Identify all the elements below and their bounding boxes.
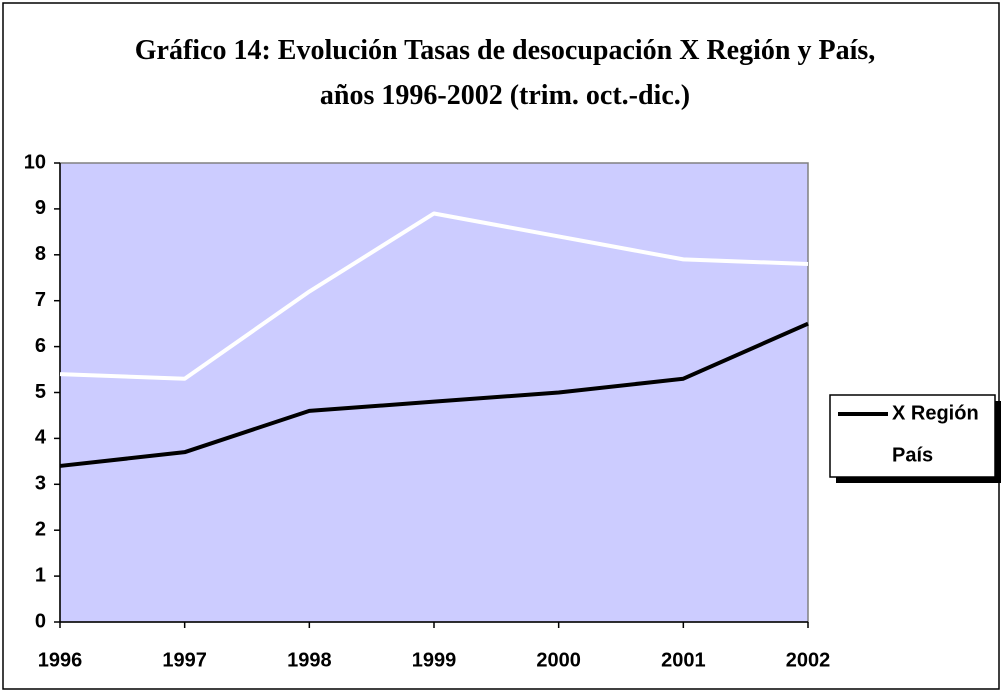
y-tick-label: 3 bbox=[35, 473, 46, 495]
series-line bbox=[59, 211, 809, 381]
y-tick-label: 6 bbox=[35, 335, 46, 357]
y-tick-label: 5 bbox=[35, 381, 46, 403]
x-tick-label: 1998 bbox=[287, 649, 332, 671]
x-tick-label: 2000 bbox=[536, 649, 581, 671]
y-tick-label: 1 bbox=[35, 564, 46, 586]
x-tick-label: 1997 bbox=[162, 649, 207, 671]
legend-label: X Región bbox=[892, 402, 979, 424]
x-tick-label: 2002 bbox=[786, 649, 831, 671]
y-tick-label: 4 bbox=[35, 427, 47, 449]
series-line bbox=[59, 321, 809, 468]
x-tick-label: 2001 bbox=[661, 649, 706, 671]
y-tick-label: 0 bbox=[35, 610, 46, 632]
legend-label: País bbox=[892, 444, 933, 466]
y-tick-label: 9 bbox=[35, 197, 46, 219]
plot-area bbox=[59, 162, 809, 623]
y-tick-label: 8 bbox=[35, 243, 46, 265]
x-tick-label: 1999 bbox=[412, 649, 457, 671]
x-tick-label: 1996 bbox=[38, 649, 83, 671]
y-tick-label: 2 bbox=[35, 518, 46, 540]
chart-title: Gráfico 14: Evolución Tasas de desocupac… bbox=[134, 35, 876, 111]
legend bbox=[829, 394, 996, 478]
y-tick-label: 10 bbox=[24, 151, 46, 173]
y-tick-label: 7 bbox=[35, 289, 46, 311]
